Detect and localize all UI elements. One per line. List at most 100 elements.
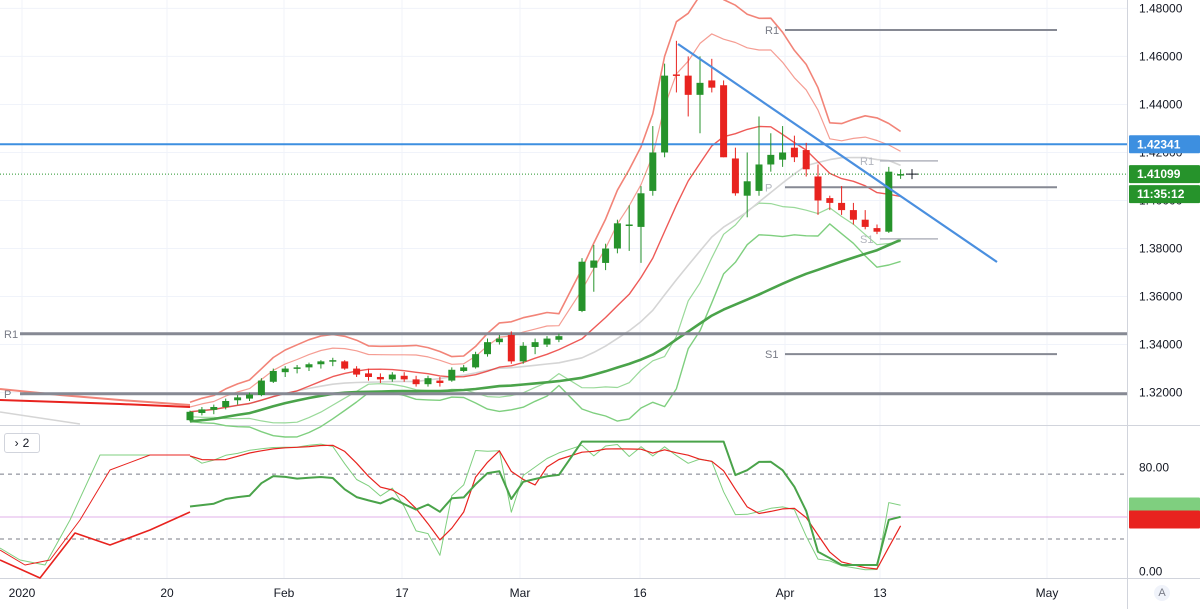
pivot-label: R1: [4, 329, 18, 341]
candle: [376, 376, 384, 380]
oscillator-slow: [189, 444, 902, 570]
oscillator-fast-left: [0, 454, 190, 566]
price-tick-label: 1.34000: [1139, 338, 1183, 352]
pivot-label: P: [4, 389, 11, 401]
price-axis[interactable]: 1.480001.460001.440001.420001.400001.380…: [9, 1, 1200, 600]
candle: [281, 368, 289, 373]
pivot-label: S1: [860, 234, 873, 246]
pivot-label: R1: [860, 156, 874, 168]
time-tick-label: 2020: [9, 586, 36, 600]
pivot-label: S1: [765, 349, 778, 361]
candle: [424, 378, 432, 385]
time-tick-label: 20: [160, 586, 174, 600]
candle: [838, 202, 846, 211]
oscillator-tick-label: 80.00: [1139, 461, 1169, 475]
time-tick-label: Apr: [776, 586, 795, 600]
candle: [708, 80, 716, 88]
candle: [637, 193, 645, 227]
candle: [495, 338, 503, 343]
candle: [484, 342, 491, 355]
moving-average-left: [0, 399, 191, 408]
candle: [531, 342, 539, 347]
candle: [269, 370, 277, 382]
bar-countdown-label-bg: [1129, 185, 1200, 204]
candle: [436, 380, 444, 383]
candle: [329, 360, 337, 362]
candle: [790, 147, 798, 158]
candle: [578, 261, 586, 311]
candle: [613, 223, 621, 249]
candle: [779, 152, 787, 160]
candle: [555, 336, 563, 340]
bar-countdown-label: 11:35:12: [1137, 187, 1185, 201]
bollinger-lower-green-inner: [189, 202, 901, 424]
candle: [672, 74, 680, 76]
time-tick-label: 13: [873, 586, 887, 600]
price-tick-label: 1.44000: [1139, 97, 1183, 111]
candle: [684, 75, 692, 95]
last-price-label-bg: [1129, 165, 1200, 184]
candle: [448, 369, 456, 381]
bollinger-lower-green: [189, 223, 901, 438]
time-tick-label: Mar: [510, 586, 531, 600]
bollinger-upper-left: [0, 388, 191, 406]
trend-line: [677, 43, 998, 263]
candle: [257, 380, 265, 395]
oscillator-pane: [0, 440, 1127, 579]
chevron-right-icon: ›: [14, 436, 19, 450]
oscillator-tick-label: 0.00: [1139, 565, 1163, 579]
candle: [802, 150, 810, 170]
candle: [897, 174, 905, 176]
oscillator-rsi: [189, 440, 901, 566]
candle: [341, 361, 349, 369]
sma-green-thick: [189, 238, 902, 423]
candle: [767, 154, 775, 165]
candle: [649, 152, 657, 191]
bollinger-upper-red: [189, 0, 902, 403]
candle: [826, 198, 834, 203]
candle: [543, 338, 551, 345]
bollinger-upper-red-inner: [189, 33, 901, 408]
candle: [198, 409, 206, 413]
oscillator-rsi-left: [0, 511, 191, 579]
candle: [861, 219, 869, 227]
sma-gray: [189, 156, 901, 413]
candle: [388, 374, 396, 380]
candle: [731, 158, 739, 194]
candle: [222, 400, 230, 407]
moving-average-red: [189, 125, 901, 413]
candle: [625, 224, 633, 227]
indicator-count: 2: [22, 436, 30, 450]
horizontal-line-price-label-bg: [1129, 135, 1200, 154]
oscillator-slow-left: [0, 454, 190, 566]
candle: [210, 406, 218, 410]
oscillator-fast: [189, 443, 901, 571]
candle: [507, 334, 515, 362]
candle: [353, 368, 361, 375]
oscillator-red-value-bg: [1129, 510, 1200, 529]
candle: [755, 164, 763, 191]
candle: [519, 345, 527, 362]
horizontal-line-price-label: 1.42341: [1137, 137, 1181, 151]
oscillator-toggle-button[interactable]: › 2: [4, 433, 40, 453]
time-tick-label: 17: [395, 586, 409, 600]
pivot-label: R1: [765, 25, 779, 37]
candle: [661, 75, 669, 153]
candle: [412, 379, 420, 385]
candle: [400, 375, 408, 380]
sma-gray-left: [0, 411, 81, 425]
candle: [602, 248, 610, 263]
price-tick-label: 1.46000: [1139, 49, 1183, 63]
candle: [293, 367, 301, 369]
candle: [246, 394, 253, 399]
candle: [696, 82, 704, 95]
candle: [743, 181, 751, 196]
candle: [317, 361, 325, 365]
price-tick-label: 1.32000: [1139, 386, 1183, 400]
candle: [873, 228, 881, 232]
auto-scale-button[interactable]: A: [1154, 585, 1170, 601]
candle: [720, 85, 728, 158]
pivot-label: P: [765, 182, 772, 194]
